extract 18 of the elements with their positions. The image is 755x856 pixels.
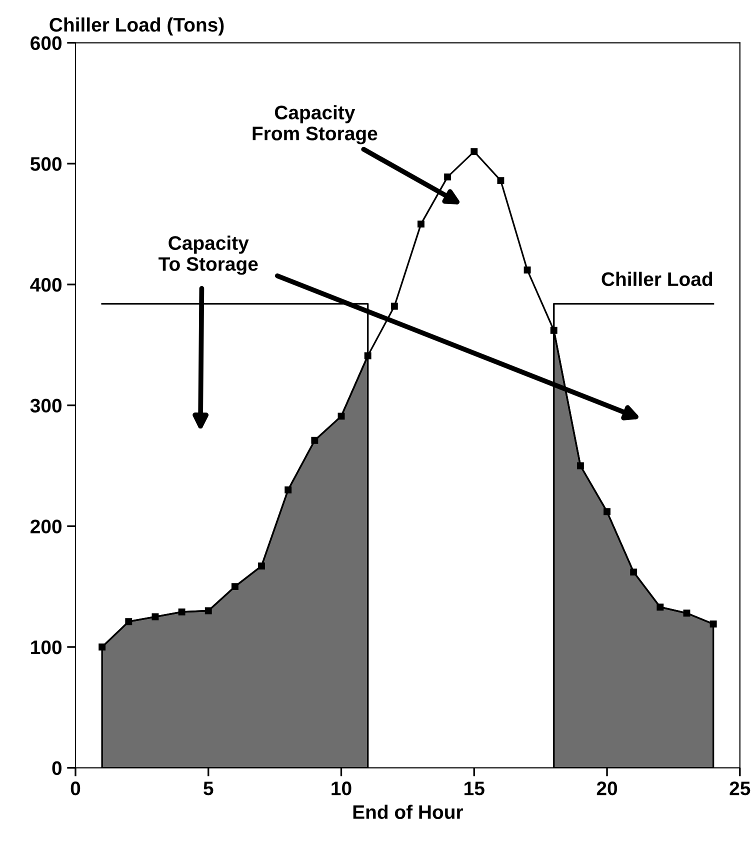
y-tick-label: 200: [30, 520, 62, 534]
x-tick-label: 10: [332, 782, 352, 796]
y-axis-title: Chiller Load (Tons): [50, 17, 224, 36]
x-tick-label: 15: [464, 782, 484, 796]
y-tick-label: 0: [52, 761, 62, 776]
annotation: Capacity From Storage: [252, 105, 378, 144]
y-tick-label: 600: [30, 36, 62, 50]
y-tick-label: 400: [30, 278, 62, 292]
x-tick-label: 20: [596, 782, 618, 796]
y-tick-label: 100: [31, 640, 62, 654]
series-label: Chiller Load: [602, 272, 712, 286]
y-tick-label: 500: [30, 157, 62, 171]
x-axis-title: End of Hour: [353, 804, 464, 819]
x-tick-label: 25: [730, 782, 750, 796]
x-tick-label: 5: [204, 782, 214, 796]
x-tick-label: 0: [70, 782, 80, 796]
annotation: Capacity To Storage: [158, 236, 258, 275]
y-tick-label: 300: [30, 398, 62, 413]
